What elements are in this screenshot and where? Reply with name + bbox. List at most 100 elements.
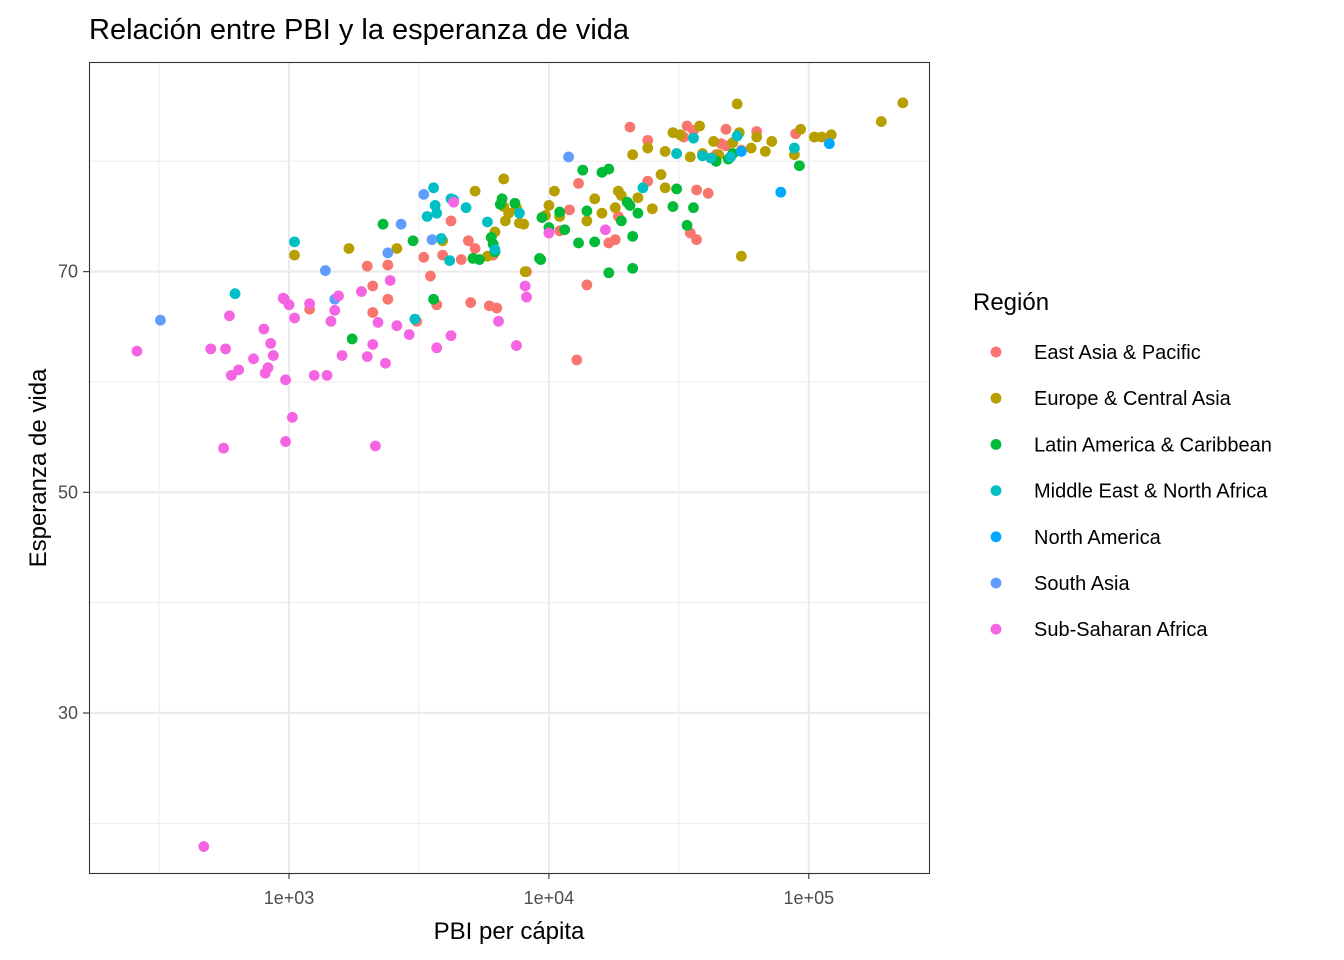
data-point xyxy=(496,193,508,205)
data-point xyxy=(445,330,457,342)
data-point xyxy=(671,183,683,195)
legend-key-sub-saharan-africa xyxy=(990,623,1002,635)
data-point xyxy=(667,201,679,212)
data-point xyxy=(304,298,315,310)
data-point xyxy=(418,189,430,200)
data-point xyxy=(425,270,436,282)
data-point xyxy=(731,98,743,110)
data-point xyxy=(469,243,481,254)
data-point xyxy=(224,310,235,322)
plot-panel-border xyxy=(88,61,931,875)
data-point xyxy=(356,286,367,297)
data-point xyxy=(289,236,300,248)
data-point xyxy=(329,304,341,316)
data-point xyxy=(258,323,270,335)
data-point xyxy=(205,343,217,355)
data-point xyxy=(571,354,583,366)
data-point xyxy=(428,293,439,305)
series-sub-saharan-africa xyxy=(131,196,611,852)
data-point xyxy=(535,254,547,265)
data-point xyxy=(627,149,639,161)
legend-label-latin-america-caribbean: Latin America & Caribbean xyxy=(1034,434,1272,456)
legend-key-south-asia xyxy=(990,577,1002,589)
data-point xyxy=(509,197,521,209)
series-europe-central-asia xyxy=(289,97,909,278)
data-point xyxy=(600,224,611,236)
data-point xyxy=(543,200,555,211)
data-point xyxy=(521,291,532,303)
data-point xyxy=(431,207,443,219)
data-point xyxy=(581,279,593,291)
y-tick-label: 70 xyxy=(58,262,78,282)
data-point xyxy=(581,205,593,217)
data-point xyxy=(563,151,574,163)
data-point xyxy=(426,234,438,246)
data-point xyxy=(465,297,477,308)
data-point xyxy=(627,230,639,242)
data-point xyxy=(697,150,708,162)
data-point xyxy=(155,314,166,326)
legend-label-sub-saharan-africa: Sub-Saharan Africa xyxy=(1034,619,1208,641)
data-point xyxy=(596,207,608,219)
data-point xyxy=(361,351,373,363)
data-point xyxy=(343,243,355,254)
data-point xyxy=(489,244,501,255)
data-point xyxy=(370,440,381,452)
data-point xyxy=(674,129,686,141)
data-point xyxy=(603,163,615,175)
data-point xyxy=(455,254,467,265)
y-tick-label: 30 xyxy=(58,703,78,723)
data-point xyxy=(491,302,503,314)
data-point xyxy=(671,148,683,159)
data-point xyxy=(498,173,510,185)
data-point xyxy=(659,182,671,194)
data-point xyxy=(646,203,658,215)
data-point xyxy=(431,342,443,354)
legend: Región East Asia & Pacific Europe & Centr… xyxy=(973,289,1272,641)
data-point xyxy=(615,215,627,227)
data-point xyxy=(367,280,379,292)
data-point xyxy=(627,262,639,274)
data-point xyxy=(377,218,389,230)
data-point xyxy=(681,219,693,231)
data-point xyxy=(655,169,667,180)
data-point xyxy=(536,212,548,223)
legend-key-latin-america-caribbean xyxy=(990,439,1002,450)
data-point xyxy=(367,339,379,350)
data-point xyxy=(624,121,636,133)
legend-label-east-asia-pacific: East Asia & Pacific xyxy=(1034,342,1201,364)
data-point xyxy=(609,202,621,214)
data-point xyxy=(825,129,837,141)
data-point xyxy=(824,138,835,150)
axes: 1e+03 1e+04 1e+05 30 50 70 xyxy=(58,262,834,908)
data-point xyxy=(766,136,778,147)
data-point xyxy=(573,177,584,189)
data-point xyxy=(346,333,358,345)
data-point xyxy=(265,337,277,349)
legend-key-north-america xyxy=(990,531,1002,543)
data-point xyxy=(735,250,747,262)
data-point xyxy=(609,234,621,246)
data-point xyxy=(642,134,654,146)
data-point xyxy=(463,235,474,247)
data-point xyxy=(319,265,331,276)
data-point xyxy=(659,145,671,157)
data-point xyxy=(198,841,210,852)
data-point xyxy=(493,315,504,327)
data-point xyxy=(708,136,719,147)
data-point xyxy=(603,267,615,279)
series-middle-east-north-africa xyxy=(229,130,800,325)
data-point xyxy=(688,202,699,214)
x-tick-label: 1e+05 xyxy=(784,888,835,908)
data-point xyxy=(632,192,644,204)
series-south-asia xyxy=(155,151,574,326)
data-point xyxy=(407,235,419,247)
data-point xyxy=(897,97,909,109)
data-point xyxy=(372,317,384,328)
x-tick-label: 1e+03 xyxy=(264,888,315,908)
data-point xyxy=(218,442,229,454)
x-tick-label: 1e+04 xyxy=(524,888,575,908)
data-point xyxy=(308,369,320,381)
series-east-asia-pacific xyxy=(304,120,802,366)
